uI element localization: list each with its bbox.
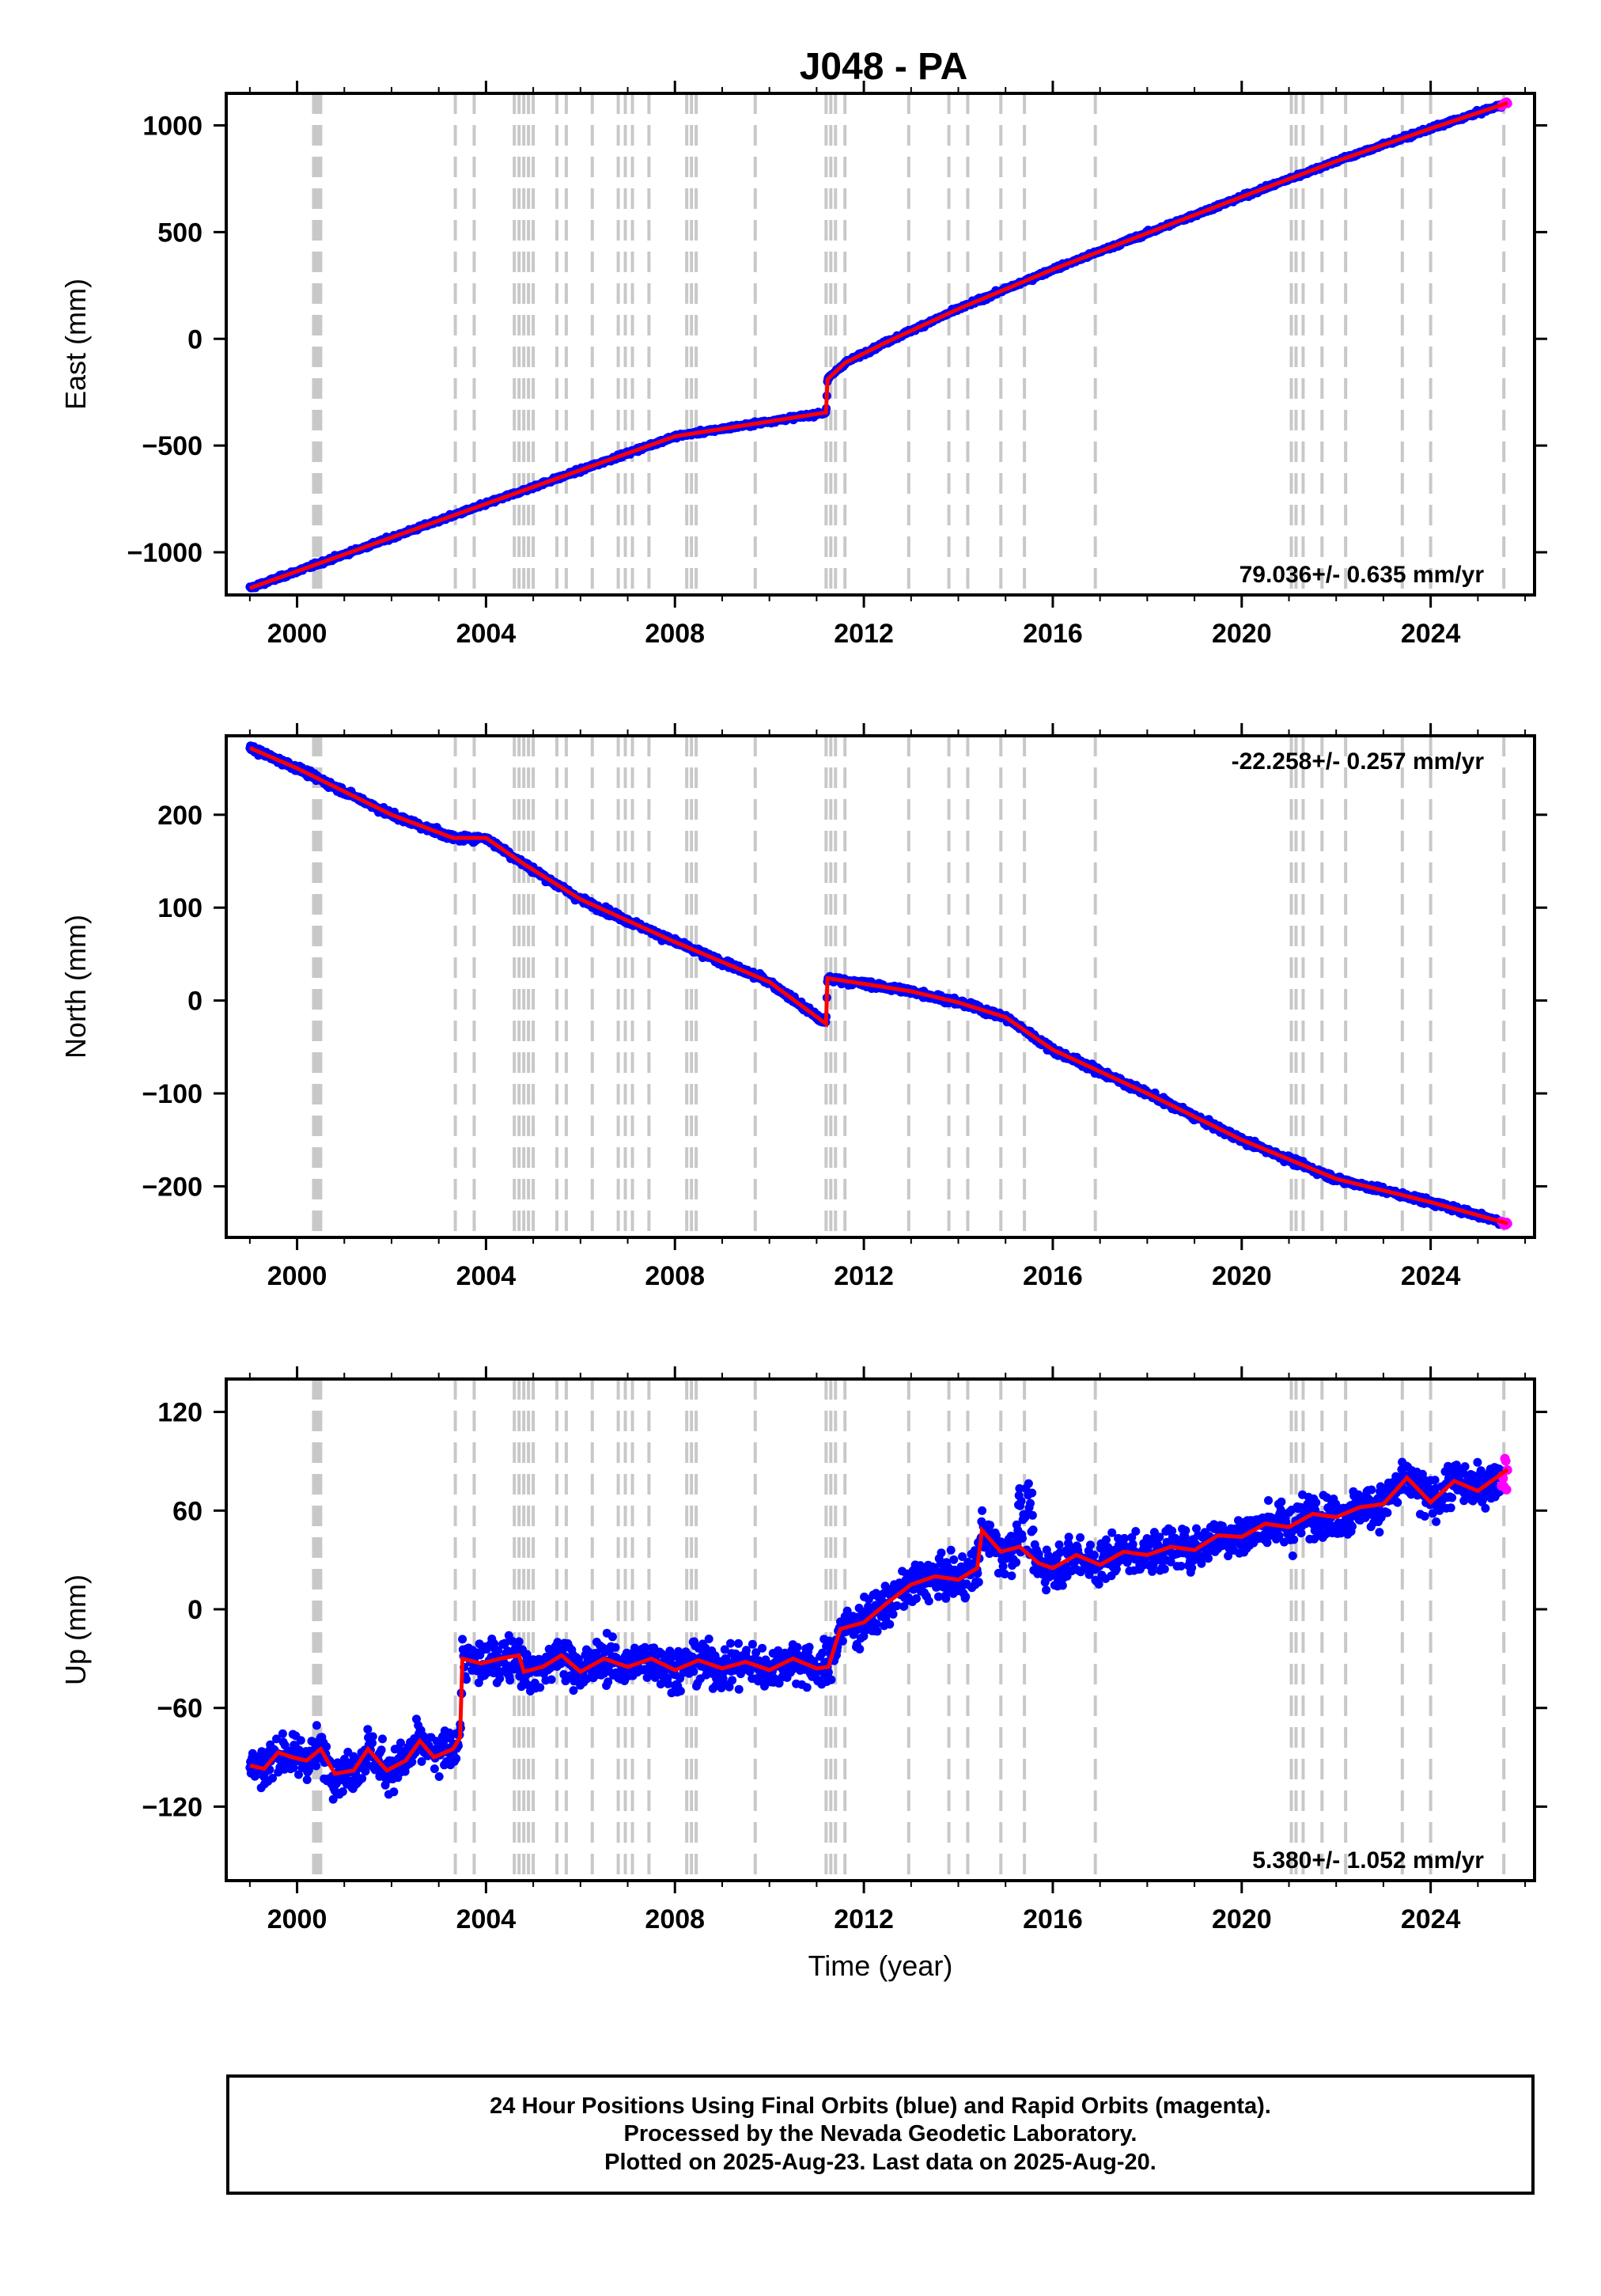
- observation-point: [368, 1732, 377, 1741]
- observation-point: [338, 1787, 347, 1796]
- y-tick-label: −200: [142, 1172, 202, 1202]
- x-tick-label: 2020: [1212, 1261, 1272, 1291]
- observation-point: [312, 1761, 321, 1771]
- observation-point: [377, 1745, 386, 1755]
- model-fit-line: [248, 746, 1508, 1226]
- x-tick-label: 2008: [645, 1261, 705, 1291]
- velocity-label: 79.036+/- 0.635 mm/yr: [1240, 562, 1485, 588]
- y-axis-label: East (mm): [59, 278, 92, 410]
- observation-point: [278, 1729, 287, 1738]
- x-tick-label: 2012: [834, 619, 894, 649]
- x-tick-label: 2024: [1401, 1261, 1461, 1291]
- x-tick-label: 2008: [645, 619, 705, 649]
- x-tick-label: 2016: [1023, 619, 1083, 649]
- observation-point: [389, 1787, 399, 1797]
- y-tick-label: 0: [187, 987, 202, 1017]
- observation-points: [245, 1457, 1506, 1804]
- x-tick-label: 2020: [1212, 619, 1272, 649]
- y-tick-label: −1000: [127, 538, 203, 568]
- y-tick-label: −100: [142, 1079, 202, 1109]
- observation-point: [302, 1775, 312, 1784]
- model-fit-line: [249, 100, 1508, 590]
- x-tick-label: 2004: [456, 1261, 517, 1291]
- chart-title: J048 - PA: [800, 46, 968, 88]
- panel-east: 2000 2004 2008 2012 2016 2020 2024 −1000 −500 0 50…: [59, 81, 1547, 649]
- panel-north: 2000 2004 2008 2012 2016 2020 2024 −200 −100 0 100…: [59, 723, 1547, 1291]
- x-tick-label: 2024: [1401, 619, 1461, 649]
- y-tick-label: 0: [187, 324, 202, 354]
- observation-point: [396, 1738, 405, 1748]
- panel-up: 2000 2004 2008 2012 2016 2020 2024−120−6006012…: [59, 1366, 1547, 1982]
- x-tick-label: 2000: [267, 1261, 327, 1291]
- y-tick-label: 500: [157, 218, 202, 248]
- x-tick-label: 2004: [456, 619, 517, 649]
- observation-point: [296, 1736, 305, 1745]
- velocity-label: -22.258+/- 0.257 mm/yr: [1232, 748, 1485, 775]
- observation-point: [248, 1749, 257, 1758]
- x-tick-label: 2012: [834, 1261, 894, 1291]
- y-tick-label: −500: [142, 431, 202, 461]
- observation-point: [312, 1721, 321, 1730]
- y-tick-label: 200: [157, 801, 202, 831]
- x-tick-label: 2016: [1023, 1261, 1083, 1291]
- x-tick-label: 2000: [267, 619, 327, 649]
- observation-point: [363, 1725, 373, 1734]
- y-axis-label: North (mm): [59, 915, 92, 1059]
- y-tick-label: 100: [157, 893, 202, 923]
- observation-point: [378, 1734, 387, 1744]
- y-tick-label: 1000: [142, 111, 202, 141]
